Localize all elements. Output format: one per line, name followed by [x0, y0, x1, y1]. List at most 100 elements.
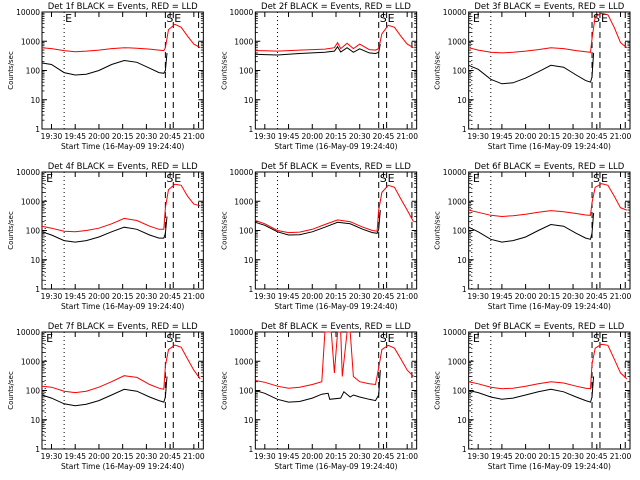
y-tick-label: 10000: [16, 168, 40, 177]
marker-label: E: [388, 12, 395, 25]
x-tick-label: 20:00: [301, 292, 323, 301]
x-tick-label: 20:15: [539, 132, 561, 141]
y-axis-label: Counts/sec: [7, 371, 15, 410]
panel-title: Det 3f BLACK = Events, RED = LLD: [474, 2, 624, 12]
series-events: [41, 52, 168, 76]
series-events: [255, 210, 381, 236]
marker-label: E: [601, 332, 608, 345]
marker-label: S: [380, 12, 387, 25]
y-tick-label: 10000: [229, 328, 253, 337]
y-tick-label: 1: [35, 285, 40, 294]
y-tick-label: 10: [457, 416, 467, 425]
x-tick-label: 19:45: [64, 132, 86, 141]
panel-9: Det 9f BLACK = Events, RED = LLD 1 10 100 10…: [434, 322, 632, 471]
x-tick-label: 19:45: [278, 292, 300, 301]
y-tick-label: 1000: [448, 357, 467, 366]
marker-label: S: [166, 332, 173, 345]
x-tick-label: 20:45: [159, 292, 181, 301]
series-events: [41, 376, 168, 407]
panel-title: Det 2f BLACK = Events, RED = LLD: [261, 2, 411, 12]
x-tick-label: 19:45: [491, 292, 513, 301]
x-tick-label: 20:30: [562, 292, 584, 301]
y-tick-label: 1: [249, 125, 254, 134]
panel-title: Det 7f BLACK = Events, RED = LLD: [48, 322, 198, 332]
series-events: [468, 52, 595, 85]
marker-label: S: [380, 332, 387, 345]
marker-label: E: [65, 12, 72, 25]
x-tick-label: 20:45: [159, 452, 181, 461]
x-tick-label: 19:30: [41, 292, 63, 301]
panel-7: Det 7f BLACK = Events, RED = LLD 1 10 100 10…: [7, 322, 205, 471]
series-lld: [468, 183, 627, 218]
y-tick-label: 10000: [443, 328, 467, 337]
y-tick-label: 1: [462, 445, 467, 454]
marker-label: S: [166, 12, 173, 25]
x-tick-label: 20:30: [562, 132, 584, 141]
x-tick-label: 20:45: [586, 132, 608, 141]
x-tick-label: 21:00: [396, 452, 418, 461]
x-axis-label: Start Time (16-May-09 19:24:40): [61, 142, 184, 151]
marker-label: S: [166, 172, 173, 185]
panel-title: Det 4f BLACK = Events, RED = LLD: [48, 162, 198, 172]
panel-title: Det 1f BLACK = Events, RED = LLD: [48, 2, 198, 12]
x-axis-label: Start Time (16-May-09 19:24:40): [274, 142, 397, 151]
x-tick-label: 20:30: [349, 292, 371, 301]
y-tick-label: 100: [26, 387, 41, 396]
y-tick-label: 10: [30, 256, 40, 265]
x-tick-label: 21:00: [396, 292, 418, 301]
x-tick-label: 19:45: [491, 452, 513, 461]
y-tick-label: 100: [239, 67, 254, 76]
y-tick-label: 1: [249, 285, 254, 294]
x-tick-label: 19:30: [467, 292, 489, 301]
y-tick-label: 10: [244, 256, 254, 265]
series-lld: [255, 24, 414, 52]
x-tick-label: 20:45: [586, 452, 608, 461]
marker-label: S: [593, 332, 600, 345]
panel-1: Det 1f BLACK = Events, RED = LLD 1 10 100 10…: [7, 2, 205, 151]
x-tick-label: 21:00: [396, 132, 418, 141]
x-tick-label: 19:45: [278, 132, 300, 141]
panel-6: Det 6f BLACK = Events, RED = LLD 1 10 100 10…: [434, 162, 632, 311]
x-tick-label: 20:00: [88, 452, 110, 461]
plot-frame: [41, 171, 204, 290]
x-axis-label: Start Time (16-May-09 19:24:40): [274, 302, 397, 311]
x-tick-label: 20:15: [539, 292, 561, 301]
y-tick-label: 10: [457, 96, 467, 105]
x-axis-label: Start Time (16-May-09 19:24:40): [61, 462, 184, 471]
marker-label: E: [174, 332, 181, 345]
series-events: [255, 44, 381, 56]
x-tick-label: 20:00: [515, 452, 537, 461]
series-lld: [41, 344, 201, 394]
x-tick-label: 19:30: [254, 452, 276, 461]
y-tick-label: 1000: [234, 37, 253, 46]
x-tick-label: 20:00: [301, 452, 323, 461]
plot-frame: [468, 331, 631, 450]
y-tick-label: 100: [452, 227, 467, 236]
y-tick-label: 10000: [229, 8, 253, 17]
y-tick-label: 1000: [21, 357, 40, 366]
y-axis-label: Counts/sec: [220, 51, 228, 90]
x-tick-label: 20:45: [373, 292, 395, 301]
panel-title: Det 9f BLACK = Events, RED = LLD: [474, 322, 624, 332]
x-tick-label: 20:15: [325, 452, 347, 461]
marker-label: E: [46, 332, 53, 345]
x-tick-label: 19:30: [254, 292, 276, 301]
series-lld: [41, 23, 201, 53]
x-tick-label: 20:30: [349, 452, 371, 461]
marker-label: E: [601, 12, 608, 25]
x-tick-label: 20:15: [112, 292, 134, 301]
y-axis-label: Counts/sec: [434, 371, 442, 410]
y-axis-label: Counts/sec: [7, 51, 15, 90]
x-tick-label: 20:30: [349, 132, 371, 141]
x-tick-label: 20:45: [159, 132, 181, 141]
marker-label: E: [473, 172, 480, 185]
x-tick-label: 21:00: [610, 132, 632, 141]
y-tick-label: 10000: [16, 328, 40, 337]
plot-frame: [254, 11, 418, 130]
x-tick-label: 20:15: [539, 452, 561, 461]
x-tick-label: 20:15: [112, 132, 134, 141]
x-tick-label: 19:30: [41, 452, 63, 461]
marker-label: E: [174, 12, 181, 25]
series-lld: [255, 331, 414, 389]
panel-2: Det 2f BLACK = Events, RED = LLD 1 10 100 10…: [220, 2, 418, 151]
